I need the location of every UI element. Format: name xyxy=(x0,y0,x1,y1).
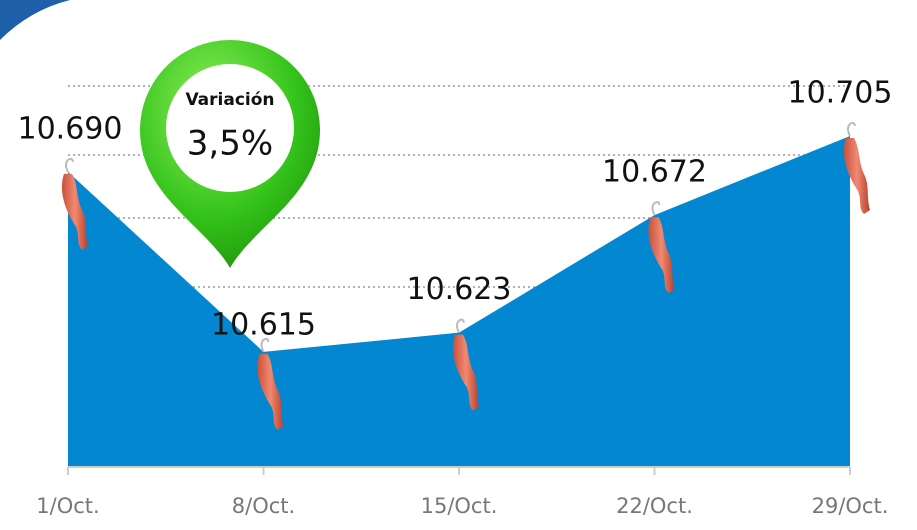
sausage-body xyxy=(257,353,284,430)
sausage-hook xyxy=(847,121,856,137)
value-label: 10.672 xyxy=(602,155,707,190)
pin-inner xyxy=(166,64,294,192)
sausage-hook xyxy=(651,200,661,216)
sausage-hook xyxy=(456,318,465,334)
x-tick-label: 29/Oct. xyxy=(812,494,889,518)
x-tick-label: 15/Oct. xyxy=(421,494,498,518)
sausage-hook xyxy=(65,157,74,173)
plot: 1/Oct. 8/Oct. 15/Oct. 22/Oct. 29/Oct. 10.690 1… xyxy=(18,75,893,518)
variation-pin: Variación 3,5% xyxy=(140,40,320,268)
sausage-icon xyxy=(257,337,284,430)
sausage-icon xyxy=(61,157,88,250)
sausage-body xyxy=(648,217,675,294)
x-tick-label: 1/Oct. xyxy=(36,494,99,518)
sausage-icon xyxy=(648,200,675,294)
x-tick-label: 22/Oct. xyxy=(616,494,693,518)
sausage-hook xyxy=(260,337,270,353)
sausage-body xyxy=(843,137,870,214)
corner-decoration xyxy=(0,0,70,40)
x-tick-label: 8/Oct. xyxy=(232,494,295,518)
sausage-icon xyxy=(843,121,870,214)
sausage-icon xyxy=(452,318,479,411)
sausage-body xyxy=(61,173,88,250)
value-label: 10.615 xyxy=(211,307,316,342)
sausage-body xyxy=(452,334,479,411)
value-label: 10.623 xyxy=(407,272,512,307)
value-label: 10.705 xyxy=(788,75,893,110)
annotation-title: Variación xyxy=(185,90,274,110)
annotation-text: 3,5% xyxy=(187,124,273,164)
value-label: 10.690 xyxy=(18,111,123,146)
